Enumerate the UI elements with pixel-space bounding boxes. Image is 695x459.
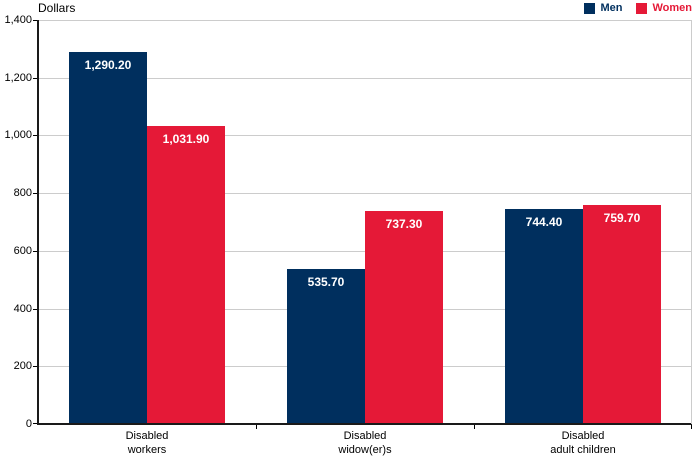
bar-value-label: 1,290.20 (84, 58, 132, 72)
bar-women-2: 759.70 (583, 205, 661, 424)
bar-value-label: 759.70 (603, 211, 641, 225)
category-label: Disabled adult children (550, 430, 616, 456)
y-axis-tick-label: 200 (13, 360, 32, 372)
y-axis-tick-label: 0 (25, 418, 32, 430)
y-axis-tick-label: 1,200 (4, 72, 32, 84)
bar-men-2: 744.40 (505, 209, 583, 424)
y-axis-line (37, 20, 39, 425)
y-axis-tick (33, 78, 38, 79)
legend-label: Men (600, 2, 623, 14)
y-axis-tick-label: 1,400 (4, 14, 32, 26)
x-axis-tick (474, 425, 475, 429)
bar-value-label: 737.30 (385, 217, 423, 231)
bar-women-1: 737.30 (365, 211, 443, 424)
y-axis-title: Dollars (38, 1, 76, 15)
legend-label: Women (652, 2, 692, 14)
gridline (39, 20, 691, 21)
gridline (39, 78, 691, 79)
y-axis-tick (33, 366, 38, 367)
x-axis-line (37, 423, 692, 425)
y-axis-tick-label: 1,000 (4, 129, 32, 141)
y-axis-tick (33, 423, 38, 424)
bar-value-label: 744.40 (525, 215, 563, 229)
gridline (39, 193, 691, 194)
plot-border-right (691, 20, 692, 424)
legend-item-men: Men (584, 2, 622, 14)
x-axis-tick (691, 425, 692, 429)
y-axis-tick (33, 309, 38, 310)
legend-item-women: Women (636, 2, 692, 14)
y-axis-tick (33, 135, 38, 136)
legend: Men Women (584, 2, 692, 14)
gridline (39, 135, 691, 136)
y-axis-tick (33, 251, 38, 252)
x-axis-tick (256, 425, 257, 429)
bar-value-label: 1,031.90 (162, 132, 210, 146)
bar-men-1: 535.70 (287, 269, 365, 424)
legend-swatch-women (636, 2, 648, 14)
y-axis-tick-label: 600 (13, 245, 32, 257)
y-axis-tick-label: 400 (13, 303, 32, 315)
legend-swatch-men (584, 2, 596, 14)
bar-men-0: 1,290.20 (69, 52, 147, 424)
bar-value-label: 535.70 (307, 275, 345, 289)
bar-women-0: 1,031.90 (147, 126, 225, 424)
category-label: Disabled workers (125, 430, 169, 456)
y-axis-tick (33, 20, 38, 21)
y-axis-tick (33, 193, 38, 194)
category-label: Disabled widow(er)s (338, 430, 392, 456)
y-axis-tick-label: 800 (13, 187, 32, 199)
